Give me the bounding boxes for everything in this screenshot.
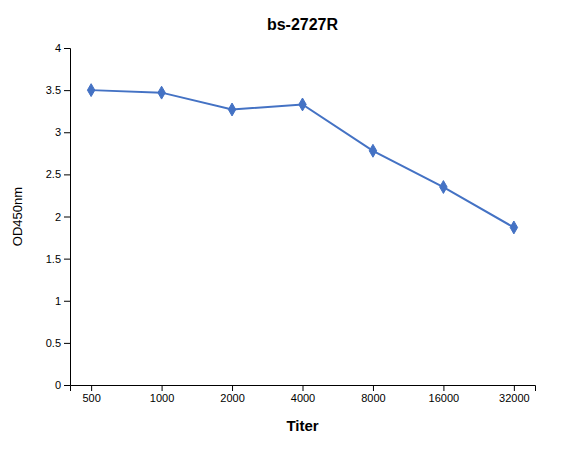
x-tick: 2000 bbox=[220, 385, 244, 404]
y-axis-line bbox=[64, 49, 71, 386]
x-tick: 4000 bbox=[291, 385, 315, 404]
x-tick-label: 32000 bbox=[499, 392, 530, 404]
y-tick-label: 0 bbox=[55, 379, 61, 391]
x-axis-title: Titer bbox=[286, 417, 318, 434]
marker bbox=[299, 98, 306, 111]
y-tick: 2 bbox=[55, 211, 70, 223]
x-tick-mark bbox=[443, 385, 444, 391]
y-tick: 1 bbox=[55, 295, 70, 307]
x-tick-label: 500 bbox=[82, 392, 100, 404]
y-tick-label: 1.5 bbox=[46, 253, 61, 265]
y-tick-mark bbox=[64, 132, 70, 133]
y-tick: 2.5 bbox=[46, 168, 70, 180]
y-tick: 0 bbox=[55, 379, 70, 391]
y-tick-label: 3 bbox=[55, 126, 61, 138]
y-tick-mark bbox=[64, 259, 70, 260]
x-tick-mark bbox=[373, 385, 374, 391]
line bbox=[91, 90, 514, 227]
marker bbox=[440, 181, 447, 194]
x-tick-mark bbox=[232, 385, 233, 391]
x-tick-label: 4000 bbox=[291, 392, 315, 404]
marker bbox=[228, 103, 235, 116]
x-tick-label: 2000 bbox=[220, 392, 244, 404]
marker bbox=[510, 221, 517, 234]
marker bbox=[158, 86, 165, 99]
y-tick-mark bbox=[64, 385, 70, 386]
x-tick-label: 8000 bbox=[361, 392, 385, 404]
x-tick-mark bbox=[162, 385, 163, 391]
y-tick: 4 bbox=[55, 42, 70, 54]
x-tick-label: 1000 bbox=[150, 392, 174, 404]
series bbox=[87, 84, 517, 234]
title: bs-2727R bbox=[267, 16, 339, 33]
y-tick-mark bbox=[64, 174, 70, 175]
x-tick-label: 16000 bbox=[429, 392, 460, 404]
y-tick-mark bbox=[64, 90, 70, 91]
plot: 500 1000 2000 4000 8000 16000 32000 0 0.5 1 1.5 2 2.… bbox=[46, 42, 536, 404]
y-tick: 3 bbox=[55, 126, 70, 138]
x-tick: 8000 bbox=[361, 385, 385, 404]
y-tick-label: 2 bbox=[55, 211, 61, 223]
y-tick-label: 4 bbox=[55, 42, 61, 54]
marker bbox=[87, 84, 94, 97]
y-axis: 0 0.5 1 1.5 2 2.5 3 3.5 4 bbox=[46, 42, 71, 391]
y-tick-label: 2.5 bbox=[46, 168, 61, 180]
y-tick-mark bbox=[64, 343, 70, 344]
y-tick: 1.5 bbox=[46, 253, 70, 265]
x-tick-mark bbox=[91, 385, 92, 391]
y-tick-label: 1 bbox=[55, 295, 61, 307]
x-tick: 500 bbox=[82, 385, 100, 404]
x-tick-mark bbox=[514, 385, 515, 391]
y-tick: 3.5 bbox=[46, 84, 70, 96]
y-tick-mark bbox=[64, 48, 70, 49]
x-axis-line bbox=[71, 386, 536, 392]
y-tick-mark bbox=[64, 301, 70, 302]
x-tick: 32000 bbox=[499, 385, 530, 404]
x-axis: 500 1000 2000 4000 8000 16000 32000 bbox=[71, 385, 536, 404]
marker bbox=[369, 144, 376, 157]
chart: 500 1000 2000 4000 8000 16000 32000 0 0.5 1 1.5 2 2.… bbox=[0, 0, 565, 451]
x-tick: 1000 bbox=[150, 385, 174, 404]
y-tick-label: 0.5 bbox=[46, 337, 61, 349]
y-axis-title: OD450nm bbox=[10, 187, 25, 246]
x-tick: 16000 bbox=[429, 385, 460, 404]
y-tick-label: 3.5 bbox=[46, 84, 61, 96]
y-tick-mark bbox=[64, 217, 70, 218]
y-tick: 0.5 bbox=[46, 337, 70, 349]
x-tick-mark bbox=[303, 385, 304, 391]
